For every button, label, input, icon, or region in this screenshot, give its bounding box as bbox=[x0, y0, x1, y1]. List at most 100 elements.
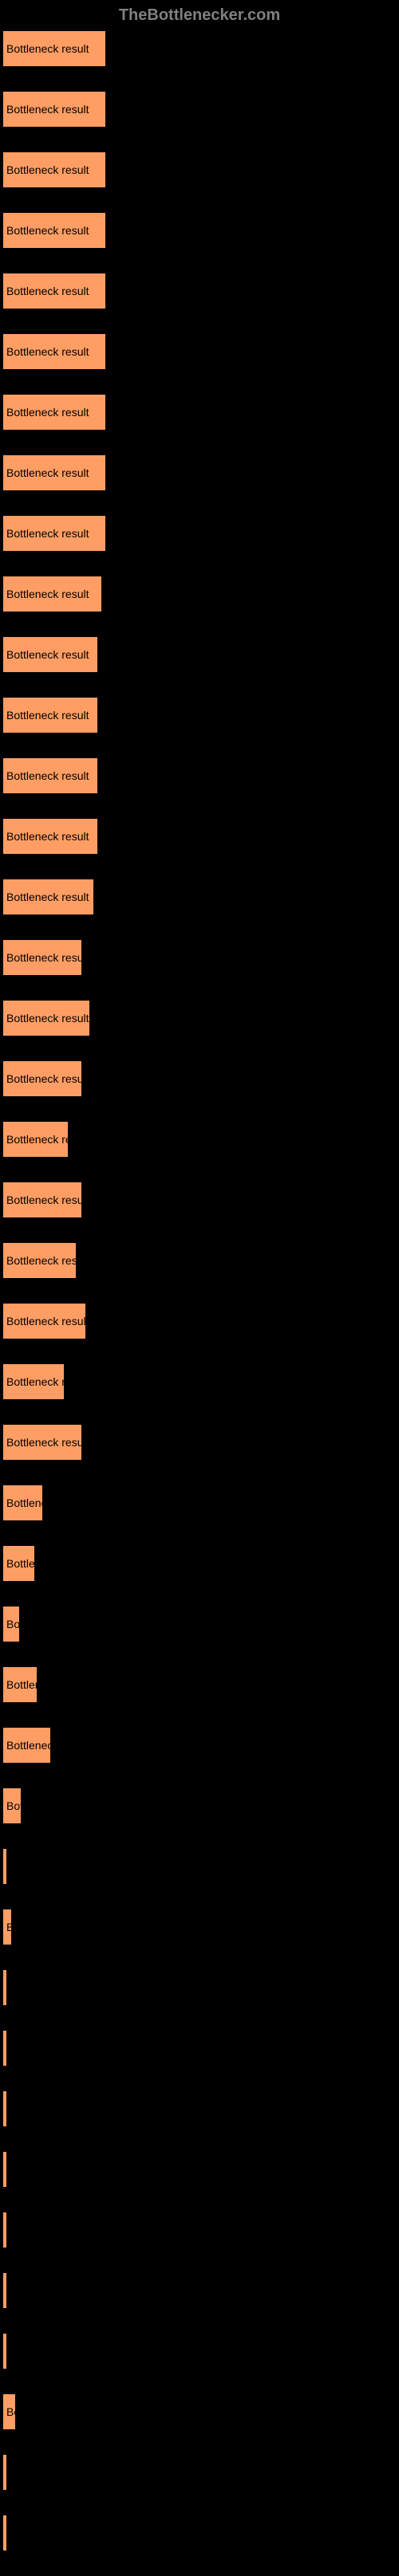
bar: Bottleneck result bbox=[3, 1364, 64, 1399]
bar-label: Bottleneck result bbox=[6, 2405, 15, 2418]
bar-row: Bottleneck result bbox=[3, 31, 396, 66]
bar-row: Bottleneck result bbox=[3, 1243, 396, 1278]
bar: Bottleneck result bbox=[3, 637, 97, 672]
bar-row: Bottleneck result bbox=[3, 1485, 396, 1520]
bar-label: Bottleneck result bbox=[6, 527, 89, 540]
bar-label: Bottleneck result bbox=[6, 1072, 81, 1085]
bar-label: Bottleneck result bbox=[6, 42, 89, 55]
bar-row: Bottleneck result bbox=[3, 576, 396, 612]
bar: Bottleneck result bbox=[3, 1667, 37, 1702]
bar-row: Bottleneck result bbox=[3, 1182, 396, 1217]
bar-row: Bottleneck result bbox=[3, 1122, 396, 1157]
bar: Bottleneck result bbox=[3, 2212, 6, 2248]
bar-label: Bottleneck result bbox=[6, 163, 89, 176]
bar-row: Bottleneck result bbox=[3, 2212, 396, 2248]
bar-row: Bottleneck result bbox=[3, 152, 396, 187]
bar-row: Bottleneck result bbox=[3, 819, 396, 854]
bar: Bottleneck result bbox=[3, 395, 105, 430]
bar: Bottleneck result bbox=[3, 1728, 50, 1763]
bar-row: Bottleneck result bbox=[3, 1607, 396, 1642]
bar: Bottleneck result bbox=[3, 1061, 81, 1096]
bar-label: Bottleneck result bbox=[6, 1133, 68, 1146]
bar-row: Bottleneck result bbox=[3, 213, 396, 248]
bar: Bottleneck result bbox=[3, 152, 105, 187]
bar: Bottleneck result bbox=[3, 819, 97, 854]
bar-row: Bottleneck result bbox=[3, 1425, 396, 1460]
bar: Bottleneck result bbox=[3, 1970, 6, 2005]
bar: Bottleneck result bbox=[3, 2091, 6, 2126]
bar-row: Bottleneck result bbox=[3, 1364, 396, 1399]
bar: Bottleneck result bbox=[3, 2152, 6, 2187]
bar-row: Bottleneck result bbox=[3, 758, 396, 793]
bar: Bottleneck result bbox=[3, 1122, 68, 1157]
bar-row: Bottleneck result bbox=[3, 940, 396, 975]
bar-label: Bottleneck result bbox=[6, 466, 89, 479]
bar-row: Bottleneck result bbox=[3, 2091, 396, 2126]
bar-label: Bottleneck result bbox=[6, 1557, 34, 1570]
bar-label: Bottleneck result bbox=[6, 1375, 64, 1388]
bar-label: Bottleneck result bbox=[6, 1618, 19, 1630]
site-header: TheBottlenecker.com bbox=[0, 0, 399, 31]
bar: Bottleneck result bbox=[3, 1607, 19, 1642]
bar: Bottleneck result bbox=[3, 1788, 21, 1823]
bar-label: Bottleneck result bbox=[6, 345, 89, 358]
bar-row: Bottleneck result bbox=[3, 1304, 396, 1339]
bar-label: Bottleneck result bbox=[6, 648, 89, 661]
bar-row: Bottleneck result bbox=[3, 334, 396, 369]
bar-label: Bottleneck result bbox=[6, 891, 89, 903]
bar-row: Bottleneck result bbox=[3, 698, 396, 733]
bar-label: Bottleneck result bbox=[6, 285, 89, 297]
bar: Bottleneck result bbox=[3, 576, 101, 612]
bar: Bottleneck result bbox=[3, 1546, 34, 1581]
bar-label: Bottleneck result bbox=[6, 1012, 89, 1025]
bar: Bottleneck result bbox=[3, 334, 105, 369]
bar: Bottleneck result bbox=[3, 698, 97, 733]
bar-label: Bottleneck result bbox=[6, 951, 81, 964]
bar: Bottleneck result bbox=[3, 2394, 15, 2429]
bar-row: Bottleneck result bbox=[3, 1849, 396, 1884]
bar: Bottleneck result bbox=[3, 1425, 81, 1460]
bar-row: Bottleneck result bbox=[3, 92, 396, 127]
bar-row: Bottleneck result bbox=[3, 1546, 396, 1581]
bar-label: Bottleneck result bbox=[6, 103, 89, 116]
bar-row: Bottleneck result bbox=[3, 2394, 396, 2429]
bar-row: Bottleneck result bbox=[3, 2334, 396, 2369]
bar-row: Bottleneck result bbox=[3, 2273, 396, 2308]
bar: Bottleneck result bbox=[3, 213, 105, 248]
bar-row: Bottleneck result bbox=[3, 1970, 396, 2005]
bar-row: Bottleneck result bbox=[3, 2515, 396, 2550]
bar-label: Bottleneck result bbox=[6, 224, 89, 237]
bar-label: Bottleneck result bbox=[6, 1799, 21, 1812]
bar: Bottleneck result bbox=[3, 758, 97, 793]
bar: Bottleneck result bbox=[3, 1304, 85, 1339]
bar-row: Bottleneck result bbox=[3, 2455, 396, 2490]
bar: Bottleneck result bbox=[3, 1909, 11, 1945]
bar-row: Bottleneck result bbox=[3, 1061, 396, 1096]
bar-label: Bottleneck result bbox=[6, 406, 89, 419]
bar: Bottleneck result bbox=[3, 1001, 89, 1036]
bottleneck-chart: Bottleneck result Bottleneck result Bottle… bbox=[0, 31, 399, 2550]
bar: Bottleneck result bbox=[3, 940, 81, 975]
bar-label: Bottleneck result bbox=[6, 1678, 37, 1691]
bar: Bottleneck result bbox=[3, 31, 105, 66]
bar-label: Bottleneck result bbox=[6, 1739, 50, 1752]
bar: Bottleneck result bbox=[3, 2273, 6, 2308]
bar: Bottleneck result bbox=[3, 2515, 6, 2550]
bar: Bottleneck result bbox=[3, 2455, 6, 2490]
bar-label: Bottleneck result bbox=[6, 1496, 42, 1509]
bar-label: Bottleneck result bbox=[6, 588, 89, 600]
bar: Bottleneck result bbox=[3, 516, 105, 551]
bar-row: Bottleneck result bbox=[3, 1667, 396, 1702]
bar: Bottleneck result bbox=[3, 455, 105, 490]
bar: Bottleneck result bbox=[3, 2334, 6, 2369]
bar-label: Bottleneck result bbox=[6, 769, 89, 782]
bar: Bottleneck result bbox=[3, 1243, 76, 1278]
bar-row: Bottleneck result bbox=[3, 2031, 396, 2066]
bar-row: Bottleneck result bbox=[3, 2152, 396, 2187]
bar-row: Bottleneck result bbox=[3, 1728, 396, 1763]
bar-row: Bottleneck result bbox=[3, 516, 396, 551]
bar-row: Bottleneck result bbox=[3, 1909, 396, 1945]
bar-row: Bottleneck result bbox=[3, 455, 396, 490]
bar: Bottleneck result bbox=[3, 1182, 81, 1217]
bar-row: Bottleneck result bbox=[3, 1788, 396, 1823]
